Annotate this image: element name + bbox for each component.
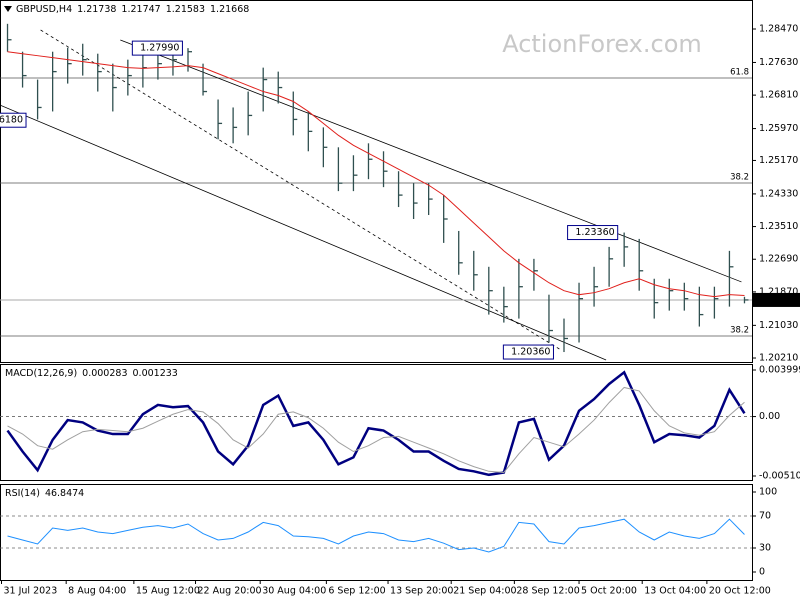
y-tick-label: 1.28470 bbox=[759, 23, 798, 34]
fib-level-label: 38.2 bbox=[730, 326, 749, 336]
y-tick-label: 100 bbox=[759, 487, 777, 498]
trend-line bbox=[0, 104, 607, 361]
y-tick-label: -0.005103 bbox=[759, 470, 800, 481]
panel-title-name: RSI(14) bbox=[5, 488, 40, 499]
panel-title-value: 0.000283 bbox=[82, 368, 127, 379]
fib-level-label: 38.2 bbox=[730, 173, 749, 183]
y-tick-label: 1.23510 bbox=[759, 221, 798, 232]
indicator-line bbox=[7, 386, 745, 473]
moving-average bbox=[7, 51, 745, 298]
y-tick-label: 0 bbox=[759, 567, 765, 578]
y-tick-label: 1.20210 bbox=[759, 353, 798, 364]
trend-line bbox=[120, 39, 742, 283]
panel-title-name: GBPUSD,H4 bbox=[16, 4, 72, 15]
panel-frame bbox=[0, 484, 753, 581]
panel-frame bbox=[0, 364, 753, 481]
price-note: 1.20360 bbox=[511, 347, 550, 358]
y-tick-label: 70 bbox=[759, 511, 771, 522]
x-tick-label: 8 Aug 04:00 bbox=[68, 586, 126, 597]
panel-title: GBPUSD,H4 1.21738 1.21747 1.21583 1.21668 bbox=[16, 4, 249, 15]
panel-title-value: 46.8474 bbox=[45, 488, 84, 499]
panel-title-name: MACD(12,26,9) bbox=[5, 368, 77, 379]
fib-level-label: 61.8 bbox=[730, 67, 749, 77]
y-tick-label: 0.003999 bbox=[759, 364, 800, 375]
price-note: 1.27990 bbox=[140, 43, 179, 54]
price-note-box bbox=[131, 40, 183, 56]
x-tick-label: 5 Oct 20:00 bbox=[581, 586, 637, 597]
indicator-line bbox=[7, 518, 745, 553]
indicator-line bbox=[6, 370, 746, 477]
panel-title: MACD(12,26,9) 0.000283 0.001233 bbox=[5, 368, 178, 379]
panel-title-value: 1.21738 bbox=[77, 4, 116, 15]
x-tick-label: 6 Sep 12:00 bbox=[328, 586, 385, 597]
y-tick-label: 30 bbox=[759, 543, 771, 554]
y-tick-label: 0.00 bbox=[759, 411, 780, 422]
panel-title-value: 0.001233 bbox=[133, 368, 178, 379]
y-tick-label: 1.21870 bbox=[759, 286, 798, 297]
price-note-box bbox=[502, 344, 554, 360]
x-tick-label: 21 Sep 04:00 bbox=[453, 586, 516, 597]
panel-title-value: 1.21583 bbox=[166, 4, 205, 15]
panel-frame bbox=[0, 0, 753, 363]
y-tick-label: 1.26810 bbox=[759, 90, 798, 101]
y-tick-label: 1.22690 bbox=[759, 254, 798, 265]
x-tick-label: 20 Oct 12:00 bbox=[709, 586, 771, 597]
price-note: 6180 bbox=[0, 115, 23, 126]
panel-title: RSI(14) 46.8474 bbox=[5, 488, 84, 499]
x-tick-label: 28 Sep 12:00 bbox=[516, 586, 579, 597]
x-tick-label: 15 Aug 12:00 bbox=[136, 586, 200, 597]
y-tick-label: 1.25970 bbox=[759, 123, 798, 134]
menu-icon bbox=[4, 6, 12, 12]
last-price-label: 1.21668 bbox=[757, 294, 796, 305]
watermark: ActionForex.com bbox=[502, 30, 702, 58]
y-tick-label: 1.24330 bbox=[759, 188, 798, 199]
x-tick-label: 13 Sep 20:00 bbox=[390, 586, 453, 597]
panel-title-value: 1.21668 bbox=[210, 4, 249, 15]
price-note-box bbox=[567, 225, 619, 241]
y-tick-label: 1.27630 bbox=[759, 57, 798, 68]
x-tick-label: 31 Jul 2023 bbox=[4, 586, 58, 597]
price-note-box bbox=[0, 112, 27, 128]
x-tick-label: 22 Aug 20:00 bbox=[198, 586, 262, 597]
y-tick-label: 1.21030 bbox=[759, 320, 798, 331]
y-tick-label: 1.25170 bbox=[759, 155, 798, 166]
price-note: 1.23360 bbox=[575, 227, 614, 238]
last-price-box bbox=[753, 292, 800, 307]
panel-title-value: 1.21747 bbox=[121, 4, 160, 15]
x-tick-label: 13 Oct 04:00 bbox=[644, 586, 706, 597]
x-tick-label: 30 Aug 04:00 bbox=[262, 586, 326, 597]
